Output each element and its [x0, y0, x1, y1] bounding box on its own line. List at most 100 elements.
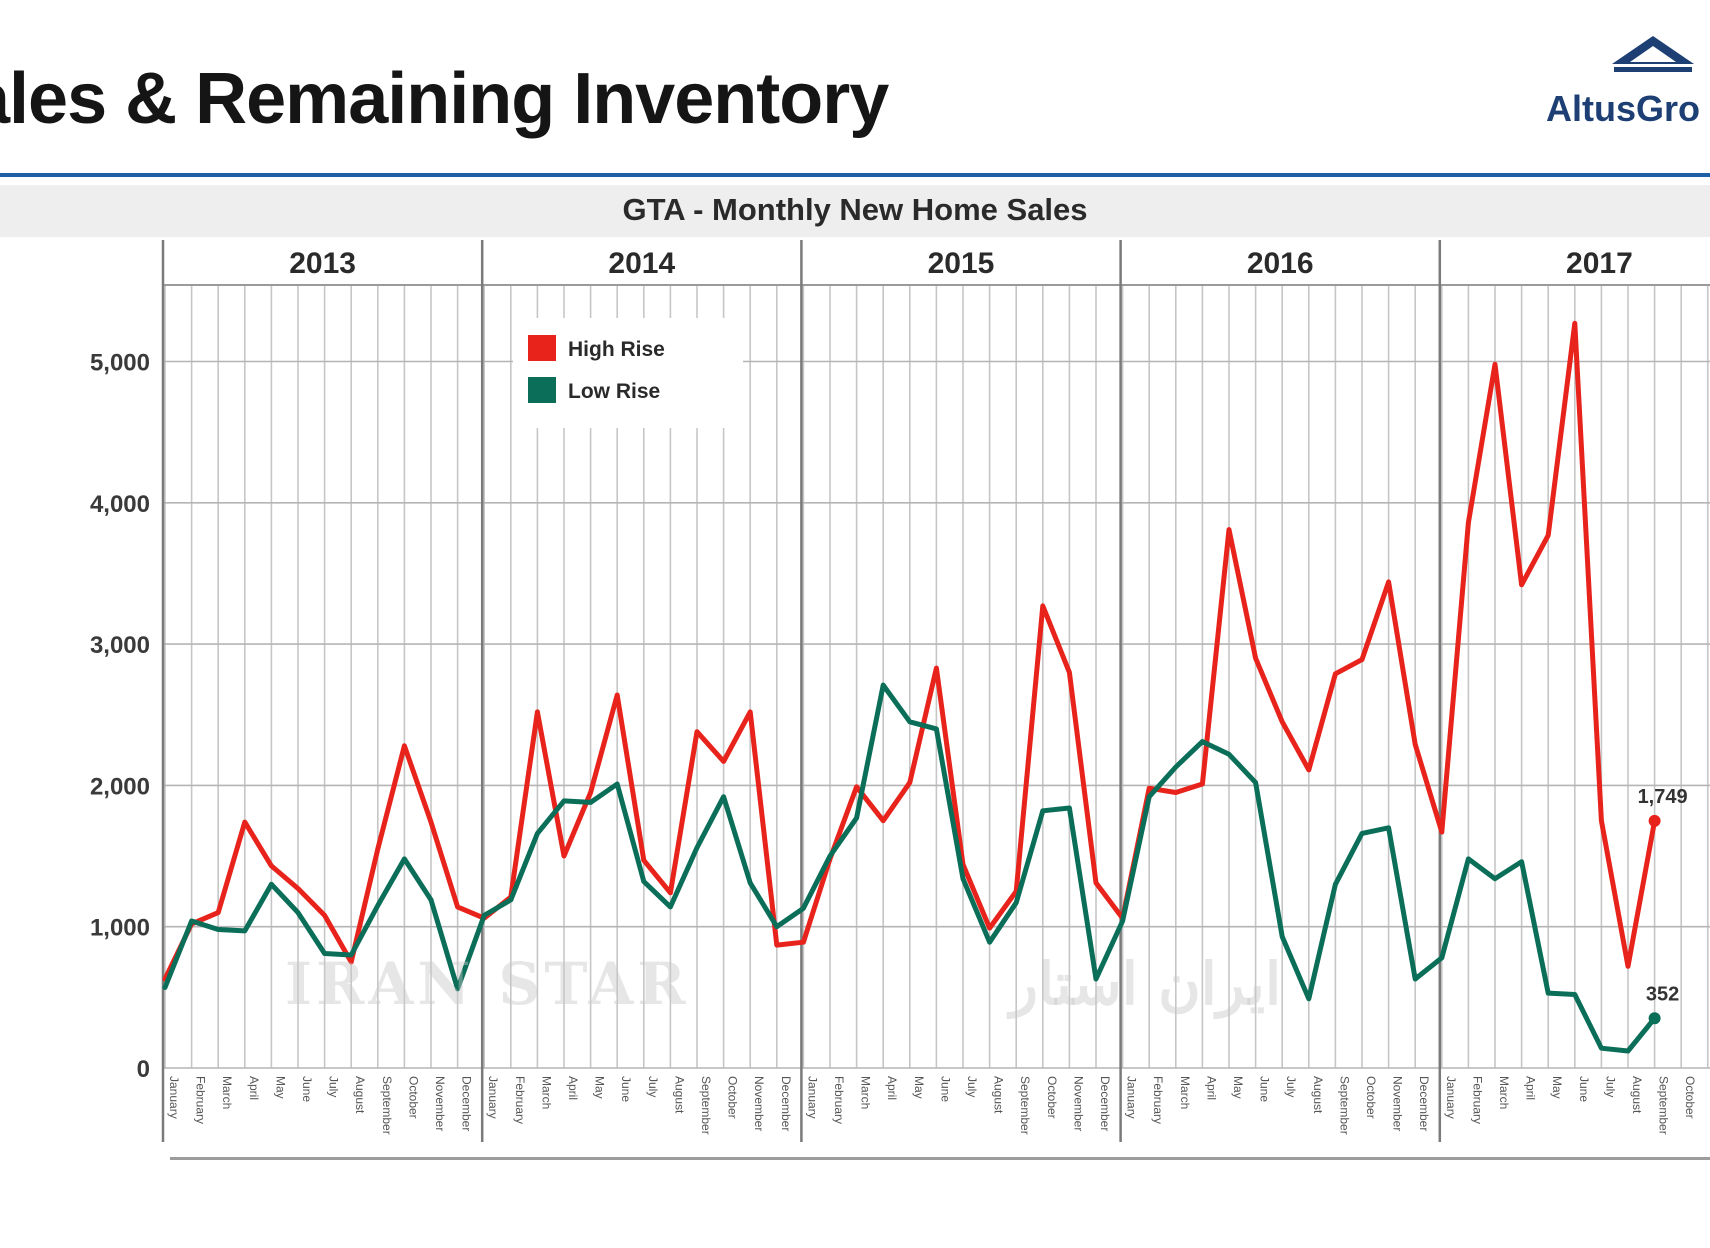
month-tick-label: January — [805, 1076, 819, 1119]
data-point-high-rise — [242, 819, 247, 825]
month-tick-label: October — [726, 1076, 740, 1119]
year-label: 2013 — [289, 247, 356, 280]
data-point-high-rise — [1599, 818, 1604, 823]
month-tick-label: July — [1284, 1076, 1298, 1097]
data-point-high-rise — [322, 913, 327, 918]
data-point-high-rise — [801, 940, 806, 945]
data-point-high-rise — [907, 780, 912, 785]
data-point-low-rise — [189, 918, 194, 924]
data-point-high-rise — [694, 729, 700, 734]
header-rule — [0, 173, 1710, 177]
month-tick-label: August — [672, 1076, 686, 1114]
month-tick-label: May — [912, 1076, 926, 1099]
data-point-high-rise — [1040, 603, 1046, 609]
data-point-high-rise — [1093, 880, 1099, 886]
month-tick-label: June — [1258, 1076, 1272, 1102]
data-point-low-rise — [615, 781, 620, 787]
month-tick-label: May — [1550, 1076, 1564, 1099]
data-point-high-rise — [588, 790, 593, 795]
data-point-high-rise — [349, 959, 354, 965]
year-label: 2015 — [928, 247, 995, 280]
data-point-low-rise — [535, 831, 540, 836]
month-tick-label: November — [1071, 1076, 1085, 1131]
data-point-high-rise — [774, 942, 779, 948]
data-point-low-rise — [1067, 805, 1072, 811]
data-point-high-rise — [987, 925, 992, 931]
data-point-low-rise — [881, 682, 886, 688]
month-tick-label: June — [1577, 1076, 1591, 1102]
month-tick-label: February — [832, 1076, 846, 1124]
month-tick-label: August — [1311, 1076, 1325, 1114]
data-point-low-rise — [987, 940, 992, 945]
data-point-low-rise — [1147, 794, 1152, 799]
data-point-low-rise — [1386, 825, 1391, 830]
month-tick-label: October — [1683, 1076, 1697, 1119]
data-point-low-rise — [1253, 780, 1258, 785]
data-point-low-rise — [1572, 992, 1578, 997]
data-point-low-rise — [1333, 882, 1338, 887]
month-tick-label: December — [1417, 1076, 1431, 1131]
month-tick-label: November — [752, 1076, 766, 1131]
data-point-low-rise — [482, 913, 487, 918]
month-tick-label: September — [380, 1076, 394, 1135]
data-point-low-rise — [428, 897, 434, 903]
data-point-high-rise — [1625, 964, 1631, 969]
month-tick-label: April — [247, 1076, 261, 1100]
data-point-low-rise — [1466, 856, 1471, 862]
month-tick-label: July — [1603, 1076, 1617, 1097]
data-point-low-rise — [1599, 1046, 1604, 1051]
data-point-high-rise — [881, 818, 886, 823]
month-tick-label: February — [1151, 1076, 1165, 1124]
data-point-low-rise — [641, 879, 646, 884]
data-point-high-rise — [428, 819, 434, 825]
month-tick-label: August — [992, 1076, 1006, 1114]
data-point-low-rise — [1413, 976, 1418, 982]
month-tick-label: June — [300, 1076, 314, 1102]
annotation-marker — [1648, 814, 1661, 827]
data-point-low-rise — [322, 951, 327, 956]
data-point-high-rise — [1546, 533, 1551, 538]
month-tick-label: September — [699, 1076, 713, 1135]
month-tick-label: October — [406, 1076, 420, 1119]
data-point-low-rise — [774, 924, 779, 929]
data-point-high-rise — [641, 858, 646, 863]
data-point-low-rise — [1359, 831, 1365, 836]
data-point-high-rise — [1492, 362, 1498, 367]
data-point-low-rise — [1040, 808, 1046, 814]
data-point-high-rise — [1067, 670, 1072, 675]
month-tick-label: August — [1630, 1076, 1644, 1114]
data-point-low-rise — [1492, 876, 1498, 881]
data-point-low-rise — [561, 798, 567, 804]
data-point-high-rise — [1572, 321, 1578, 326]
data-label: 352 — [1646, 983, 1679, 1005]
data-point-high-rise — [1226, 527, 1232, 532]
data-point-high-rise — [375, 846, 380, 852]
chart-title-band — [0, 185, 1710, 237]
watermark-persian: ایران استار — [1010, 950, 1282, 1018]
year-label: 2016 — [1247, 247, 1314, 280]
month-tick-label: November — [1391, 1076, 1405, 1131]
data-point-high-rise — [455, 904, 460, 910]
data-point-high-rise — [1173, 790, 1179, 795]
annotation-marker — [1648, 1012, 1661, 1025]
month-tick-label: April — [566, 1076, 580, 1100]
month-tick-label: March — [1497, 1076, 1511, 1109]
legend-box — [513, 318, 743, 428]
data-point-low-rise — [668, 904, 673, 910]
month-tick-label: December — [1098, 1076, 1112, 1131]
bottom-divider — [170, 1157, 1710, 1160]
month-tick-label: April — [1524, 1076, 1538, 1100]
brand-logo: AltusGro — [1540, 30, 1710, 140]
data-point-low-rise — [375, 903, 380, 908]
month-tick-label: February — [513, 1076, 527, 1124]
y-tick-label: 3,000 — [90, 632, 150, 659]
y-tick-label: 2,000 — [90, 773, 150, 800]
data-point-high-rise — [1253, 656, 1258, 661]
data-point-high-rise — [668, 890, 673, 895]
data-point-high-rise — [615, 692, 620, 698]
data-point-low-rise — [216, 927, 221, 932]
data-point-high-rise — [1386, 579, 1391, 585]
data-point-high-rise — [1333, 671, 1338, 676]
month-tick-label: January — [1125, 1076, 1139, 1119]
data-point-low-rise — [402, 856, 407, 862]
